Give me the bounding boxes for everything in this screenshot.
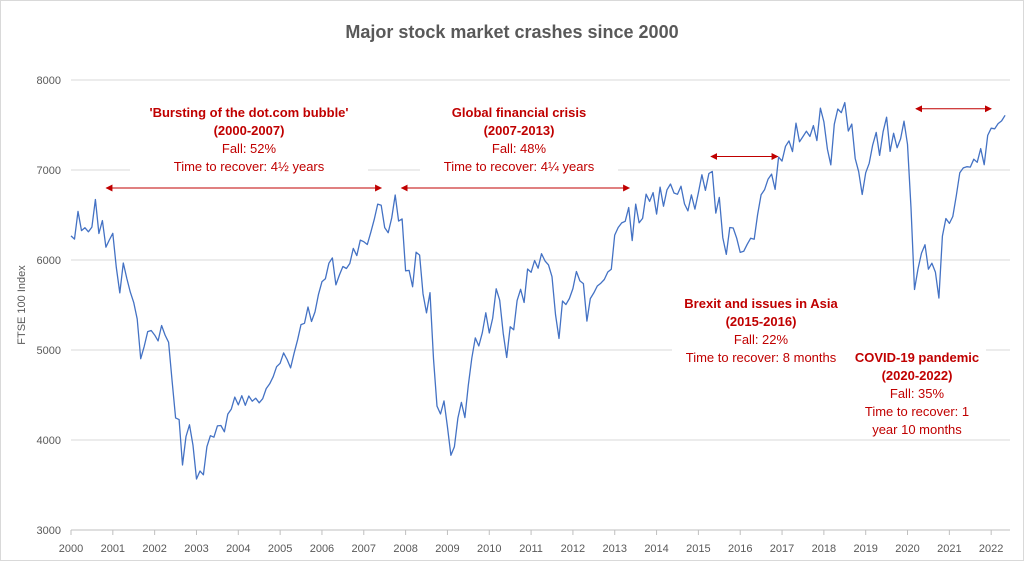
x-tick-label: 2000	[59, 543, 83, 555]
x-tick-label: 2008	[393, 543, 417, 555]
x-tick-label: 2011	[519, 543, 543, 555]
x-tick-label: 2006	[310, 543, 334, 555]
annotation-recover: Time to recover: 8 months	[685, 350, 837, 365]
annotation-dotcom: 'Bursting of the dot.com bubble' (2000-2…	[130, 104, 368, 176]
annotation-period: (2000-2007)	[213, 123, 285, 138]
x-tick-label: 2014	[644, 543, 668, 555]
y-tick-label: 4000	[37, 435, 61, 447]
x-tick-label: 2003	[184, 543, 208, 555]
x-tick-label: 2007	[352, 543, 376, 555]
x-tick-label: 2021	[937, 543, 961, 555]
annotation-title: Brexit and issues in Asia	[684, 296, 838, 311]
annotation-title: Global financial crisis	[451, 105, 587, 120]
y-tick-label: 3000	[37, 525, 61, 537]
x-tick-label: 2001	[101, 543, 125, 555]
x-tick-label: 2018	[812, 543, 836, 555]
y-tick-label: 5000	[37, 345, 61, 357]
x-tick-label: 2002	[142, 543, 166, 555]
y-tick-label: 8000	[37, 75, 61, 87]
annotation-gfc: Global financial crisis (2007-2013) Fall…	[420, 104, 618, 176]
y-tick-label: 7000	[37, 165, 61, 177]
annotation-fall: Fall: 22%	[733, 332, 789, 347]
x-tick-label: 2016	[728, 543, 752, 555]
x-tick-label: 2022	[979, 543, 1003, 555]
chart-title: Major stock market crashes since 2000	[345, 22, 679, 42]
annotation-title: COVID-19 pandemic	[854, 350, 980, 365]
annotation-fall: Fall: 35%	[889, 386, 945, 401]
annotation-recover: Time to recover: 4½ years	[173, 159, 325, 174]
annotation-recover: Time to recover: 4¼ years	[443, 159, 595, 174]
annotation-period: (2015-2016)	[725, 314, 797, 329]
annotation-fall: Fall: 48%	[491, 141, 547, 156]
x-tick-label: 2004	[226, 543, 250, 555]
annotation-period: (2007-2013)	[483, 123, 555, 138]
x-tick-label: 2013	[602, 543, 626, 555]
series-line	[70, 101, 1006, 480]
annotation-brexit: Brexit and issues in Asia (2015-2016) Fa…	[672, 295, 850, 367]
x-tick-label: 2010	[477, 543, 501, 555]
x-tick-label: 2017	[770, 543, 794, 555]
annotation-title: 'Bursting of the dot.com bubble'	[149, 105, 349, 120]
x-tick-label: 2009	[435, 543, 459, 555]
x-tick-label: 2012	[561, 543, 585, 555]
y-tick-label: 6000	[37, 255, 61, 267]
annotation-period: (2020-2022)	[881, 368, 953, 383]
x-tick-label: 2005	[268, 543, 292, 555]
x-tick-label: 2015	[686, 543, 710, 555]
annotation-covid: COVID-19 pandemic (2020-2022) Fall: 35% …	[848, 349, 986, 439]
annotation-recover: Time to recover: 1 year 10 months	[864, 404, 970, 437]
y-axis-label: FTSE 100 Index	[16, 265, 28, 345]
x-tick-label: 2019	[853, 543, 877, 555]
x-tick-label: 2020	[895, 543, 919, 555]
annotation-fall: Fall: 52%	[221, 141, 277, 156]
